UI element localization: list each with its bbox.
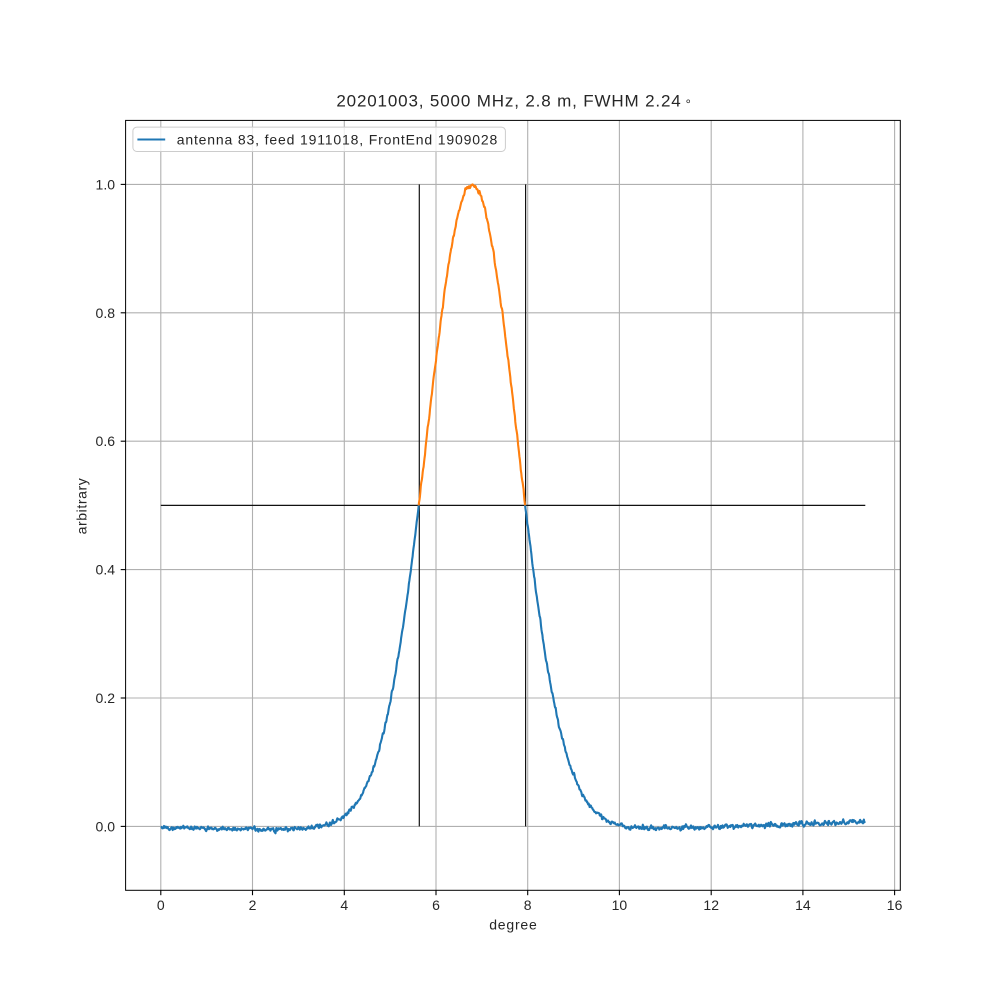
svg-text:0.0: 0.0 bbox=[96, 818, 116, 834]
svg-text:12: 12 bbox=[703, 897, 719, 913]
svg-text:6: 6 bbox=[432, 897, 440, 913]
svg-text:14: 14 bbox=[795, 897, 811, 913]
svg-text:degree: degree bbox=[489, 917, 537, 933]
svg-text:0.6: 0.6 bbox=[96, 433, 116, 449]
svg-text:4: 4 bbox=[340, 897, 348, 913]
svg-text:16: 16 bbox=[887, 897, 903, 913]
svg-text:0.4: 0.4 bbox=[96, 562, 116, 578]
svg-text:2: 2 bbox=[249, 897, 257, 913]
svg-text:antenna 83, feed 1911018, Fron: antenna 83, feed 1911018, FrontEnd 19090… bbox=[177, 132, 499, 148]
svg-text:10: 10 bbox=[612, 897, 628, 913]
svg-text:1.0: 1.0 bbox=[96, 176, 116, 192]
svg-text:arbitrary: arbitrary bbox=[74, 478, 90, 535]
svg-text:8: 8 bbox=[524, 897, 532, 913]
svg-text:0: 0 bbox=[157, 897, 165, 913]
svg-text:0.8: 0.8 bbox=[96, 305, 116, 321]
svg-text:20201003, 5000 MHz, 2.8 m, FWH: 20201003, 5000 MHz, 2.8 m, FWHM 2.24 ° bbox=[336, 92, 691, 112]
svg-text:0.2: 0.2 bbox=[96, 690, 116, 706]
